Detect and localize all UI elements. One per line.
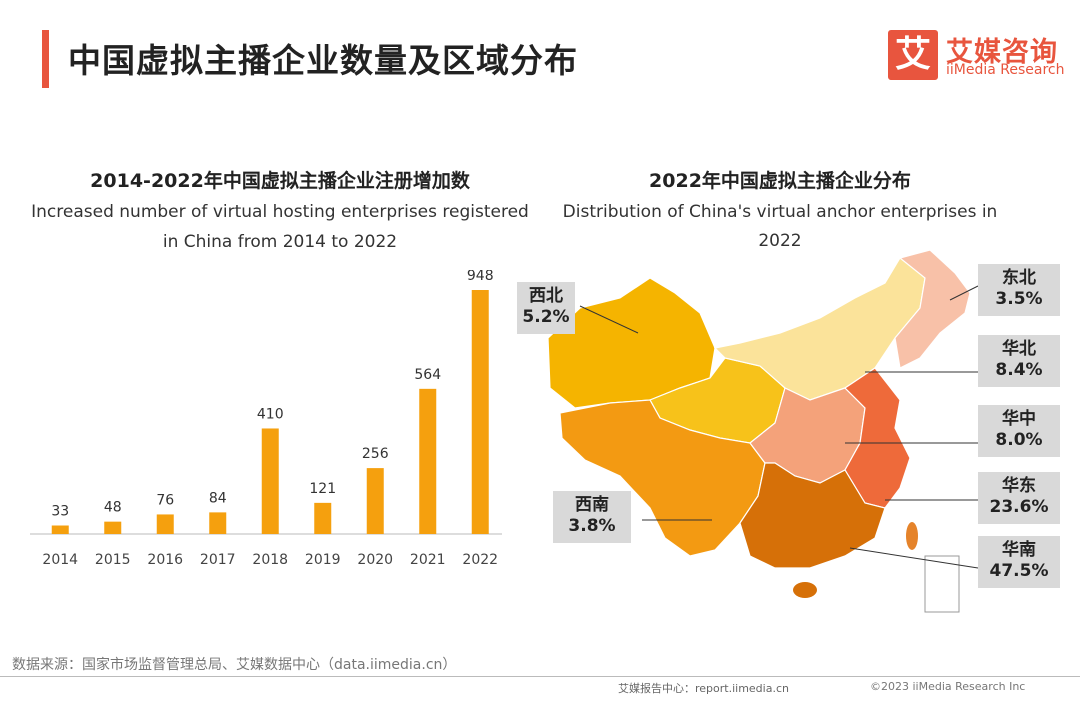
bar-2019 xyxy=(314,502,332,534)
bar-2014 xyxy=(51,525,69,534)
x-tick-label-2018: 2018 xyxy=(252,552,288,568)
region-label-southwest: 西南 3.8% xyxy=(553,491,631,543)
bar-value-label-2014: 33 xyxy=(51,504,69,520)
bar-value-label-2019: 121 xyxy=(309,481,336,497)
map-region-south xyxy=(739,462,886,569)
bar-2022 xyxy=(471,290,489,534)
map-region-northeast xyxy=(894,249,971,369)
region-label-north: 华北 8.4% xyxy=(978,335,1060,387)
bar-2021 xyxy=(419,388,437,534)
region-label-northeast: 东北 3.5% xyxy=(978,264,1060,316)
region-value-central: 8.0% xyxy=(995,430,1043,450)
region-label-central: 华中 8.0% xyxy=(978,405,1060,457)
region-name-northeast: 东北 xyxy=(1002,268,1036,288)
bar-value-label-2018: 410 xyxy=(257,406,284,422)
bar-2018 xyxy=(261,428,279,534)
bar-2017 xyxy=(209,512,227,534)
x-tick-label-2014: 2014 xyxy=(42,552,78,568)
bar-value-label-2021: 564 xyxy=(414,367,441,383)
bar-2016 xyxy=(156,514,174,534)
map-taiwan xyxy=(906,522,918,550)
page-title: 中国虚拟主播企业数量及区域分布 xyxy=(68,41,578,80)
china-map xyxy=(547,249,979,613)
x-tick-label-2019: 2019 xyxy=(305,552,341,568)
map-title-cn: 2022年中国虚拟主播企业分布 xyxy=(649,170,911,192)
bar-value-label-2022: 948 xyxy=(467,270,494,284)
region-value-east: 23.6% xyxy=(989,497,1049,517)
bar-chart-title-en-1: Increased number of virtual hosting ente… xyxy=(31,202,529,222)
region-name-southwest: 西南 xyxy=(575,495,609,515)
region-label-south: 华南 47.5% xyxy=(978,536,1060,588)
bar-2015 xyxy=(104,521,122,534)
bar-value-label-2015: 48 xyxy=(104,500,122,516)
footer-divider xyxy=(0,676,1080,677)
brand-logo-icon: 艾 xyxy=(888,30,938,80)
brand-name-cn: 艾媒咨询 xyxy=(946,37,1058,68)
bar-value-label-2016: 76 xyxy=(156,492,174,508)
x-tick-label-2020: 2020 xyxy=(357,552,393,568)
map-hainan xyxy=(793,582,817,598)
region-name-north: 华北 xyxy=(1002,339,1036,359)
bar-2020 xyxy=(366,468,384,534)
region-label-northwest: 西北 5.2% xyxy=(517,282,575,334)
brand-name-en: iiMedia Research xyxy=(946,62,1065,78)
region-value-northwest: 5.2% xyxy=(522,307,570,327)
x-tick-label-2017: 2017 xyxy=(200,552,236,568)
copyright: ©2023 iiMedia Research Inc xyxy=(870,680,1026,693)
region-name-south: 华南 xyxy=(1002,540,1036,560)
bar-chart-title-cn: 2014-2022年中国虚拟主播企业注册增加数 xyxy=(90,170,470,192)
x-tick-label-2022: 2022 xyxy=(462,552,498,568)
region-name-northwest: 西北 xyxy=(529,286,563,306)
region-value-south: 47.5% xyxy=(989,561,1049,581)
title-accent-bar xyxy=(42,30,49,88)
report-link[interactable]: 艾媒报告中心：report.iimedia.cn xyxy=(618,682,789,695)
region-name-central: 华中 xyxy=(1002,409,1036,429)
map-south-sea-inset xyxy=(924,555,960,613)
region-name-east: 华东 xyxy=(1002,476,1036,496)
map-title-en: Distribution of China's virtual anchor e… xyxy=(562,202,998,251)
region-value-southwest: 3.8% xyxy=(568,516,616,536)
bar-chart: 33 2014 48 2015 76 2016 84 2017 410 2018 121 2019 25… xyxy=(30,270,502,568)
region-value-northeast: 3.5% xyxy=(995,289,1043,309)
data-source: 数据来源：国家市场监督管理总局、艾媒数据中心（data.iimedia.cn） xyxy=(12,657,457,673)
bar-value-label-2020: 256 xyxy=(362,446,389,462)
bar-chart-title-en-2: in China from 2014 to 2022 xyxy=(162,232,398,252)
x-tick-label-2016: 2016 xyxy=(147,552,183,568)
map-region-east xyxy=(844,367,911,509)
region-value-north: 8.4% xyxy=(995,360,1043,380)
region-label-east: 华东 23.6% xyxy=(978,472,1060,524)
x-tick-label-2015: 2015 xyxy=(95,552,131,568)
x-tick-label-2021: 2021 xyxy=(410,552,446,568)
bar-value-label-2017: 84 xyxy=(209,490,227,506)
